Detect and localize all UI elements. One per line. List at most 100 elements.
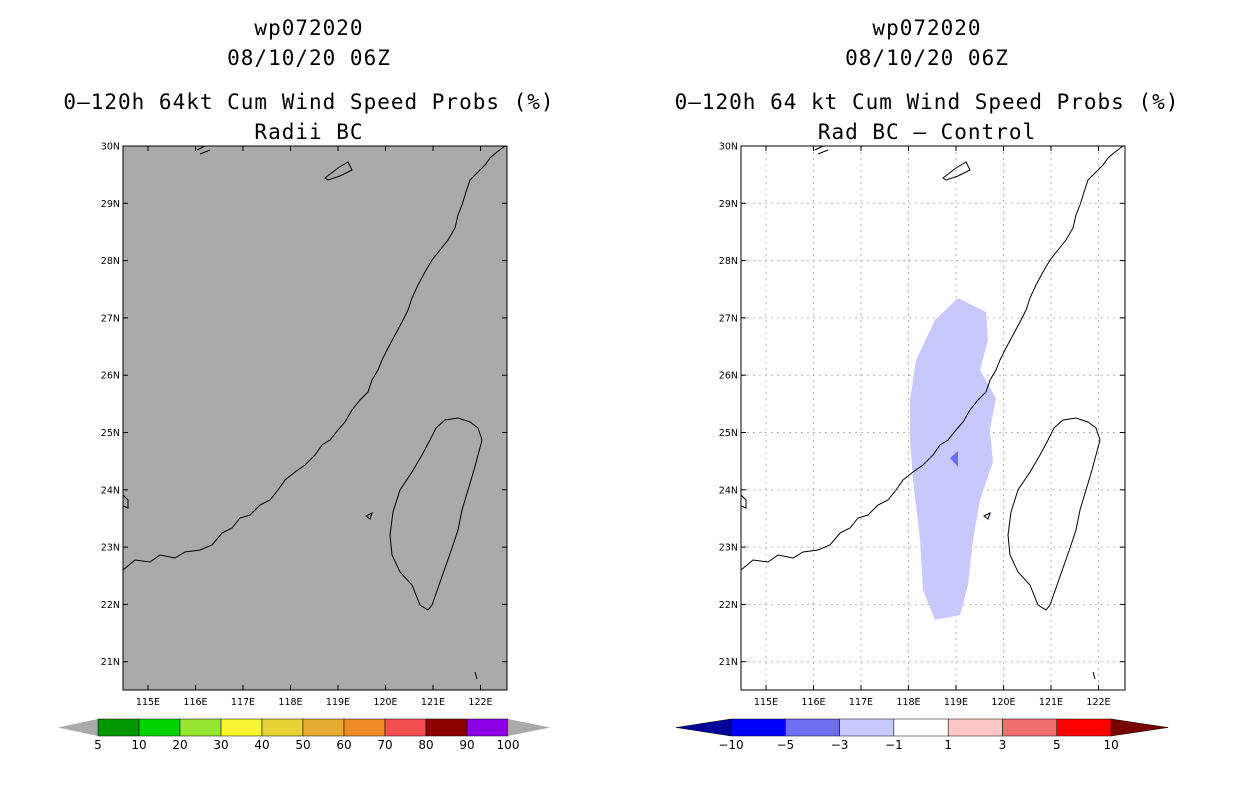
- colorbar-label: 70: [377, 738, 392, 752]
- colorbar-label: −10: [718, 738, 743, 752]
- colorbar-swatch: [1056, 718, 1112, 737]
- lon-label: 115E: [136, 697, 160, 708]
- colorbar-label: 60: [336, 738, 351, 752]
- lon-label: 116E: [801, 697, 825, 708]
- lat-label: 30N: [101, 142, 120, 153]
- lat-label: 28N: [101, 256, 120, 267]
- colorbar-swatch: [384, 718, 427, 737]
- lat-label: 27N: [101, 313, 120, 324]
- longitude-labels: 115E 116E 117E 118E 119E 120E 121E 122E: [136, 146, 493, 708]
- colorbar-swatch: [220, 718, 263, 737]
- colorbar-label: 5: [94, 738, 102, 752]
- colorbar-swatch: [179, 718, 222, 737]
- lon-label: 118E: [896, 697, 920, 708]
- colorbar-label: 1: [944, 738, 952, 752]
- colorbar-label: 3: [999, 738, 1007, 752]
- longitude-labels: 115E 116E 117E 118E 119E 120E 121E 122E: [754, 146, 1111, 708]
- lon-label: 117E: [231, 697, 255, 708]
- colorbar-end-low: [675, 718, 732, 737]
- colorbar-label: 80: [418, 738, 433, 752]
- colorbar-swatch: [839, 718, 895, 737]
- lat-label: 21N: [101, 657, 120, 668]
- lon-label: 119E: [944, 697, 968, 708]
- lat-label: 28N: [719, 256, 738, 267]
- lat-label: 22N: [101, 600, 120, 611]
- lat-label: 25N: [719, 428, 738, 439]
- colorbar-swatch: [261, 718, 304, 737]
- lon-label: 116E: [183, 697, 207, 708]
- lon-label: 121E: [1039, 697, 1063, 708]
- probability-colorbar: 5 10 20 30 40 50 60 70 80 90 100: [58, 718, 550, 752]
- colorbar-swatch: [425, 718, 468, 737]
- lon-label: 122E: [1086, 697, 1110, 708]
- map-frame: [122, 145, 508, 691]
- latitude-labels: 30N 29N 28N 27N 26N 25N 24N 23N 22N 21N: [719, 142, 1125, 668]
- colorbar-label: 90: [459, 738, 474, 752]
- lon-label: 117E: [849, 697, 873, 708]
- lat-label: 24N: [101, 485, 120, 496]
- lat-label: 24N: [719, 485, 738, 496]
- difference-shading-dark: [950, 451, 958, 467]
- lon-label: 119E: [326, 697, 350, 708]
- datetime: 08/10/20 06Z: [845, 46, 1009, 70]
- coastline: [122, 145, 506, 680]
- colorbar-end-high: [1110, 718, 1169, 737]
- colorbar-swatch: [785, 718, 840, 737]
- colorbar-label: −3: [831, 738, 849, 752]
- lat-label: 26N: [101, 371, 120, 382]
- colorbar-swatch: [1002, 718, 1058, 737]
- difference-colorbar: −10 −5 −3 −1 1 3 5 10: [675, 718, 1169, 752]
- datetime: 08/10/20 06Z: [227, 46, 391, 70]
- left-panel: wp072020 08/10/20 06Z 0–120h 64kt Cum Wi…: [58, 16, 555, 752]
- storm-id: wp072020: [254, 16, 364, 40]
- lon-label: 115E: [754, 697, 778, 708]
- lat-label: 30N: [719, 142, 738, 153]
- colorbar-swatch: [730, 718, 786, 737]
- subtitle: Rad BC – Control: [817, 120, 1037, 144]
- lat-label: 22N: [719, 600, 738, 611]
- colorbar-swatch: [138, 718, 181, 737]
- colorbar-swatch: [893, 718, 949, 737]
- colorbar-swatch: [343, 718, 386, 737]
- map-frame: [740, 145, 1126, 691]
- lat-label: 21N: [719, 657, 738, 668]
- product-title: 0–120h 64kt Cum Wind Speed Probs (%): [63, 90, 555, 114]
- colorbar-swatch: [466, 718, 509, 737]
- map-background: [123, 146, 507, 690]
- lat-label: 23N: [719, 543, 738, 554]
- product-title: 0–120h 64 kt Cum Wind Speed Probs (%): [674, 90, 1180, 114]
- colorbar-end-low: [58, 719, 98, 736]
- colorbar-label: 5: [1053, 738, 1061, 752]
- lat-label: 25N: [101, 428, 120, 439]
- colorbar-label: −1: [885, 738, 903, 752]
- lat-label: 29N: [719, 199, 738, 210]
- lat-label: 26N: [719, 371, 738, 382]
- colorbar-label: 10: [131, 738, 146, 752]
- lat-label: 27N: [719, 313, 738, 324]
- lon-label: 120E: [373, 697, 397, 708]
- subtitle: Radii BC: [254, 120, 364, 144]
- colorbar-label: 10: [1103, 738, 1118, 752]
- coastline: [740, 145, 1124, 680]
- colorbar-end-high: [508, 719, 550, 736]
- colorbar-label: −5: [776, 738, 794, 752]
- colorbar-swatch: [947, 718, 1003, 737]
- lon-label: 122E: [468, 697, 492, 708]
- lon-label: 121E: [421, 697, 445, 708]
- colorbar-swatch: [302, 718, 345, 737]
- lon-label: 118E: [278, 697, 302, 708]
- colorbar-label: 30: [213, 738, 228, 752]
- colorbar-label: 100: [497, 738, 520, 752]
- colorbar-swatch: [97, 718, 140, 737]
- lon-label: 120E: [991, 697, 1015, 708]
- lat-label: 23N: [101, 543, 120, 554]
- latitude-labels: 30N 29N 28N 27N 26N 25N 24N 23N 22N 21N: [101, 142, 507, 668]
- storm-id: wp072020: [872, 16, 982, 40]
- colorbar-label: 50: [295, 738, 310, 752]
- right-panel: wp072020 08/10/20 06Z 0–120h 64 kt Cum W…: [618, 0, 1236, 800]
- lat-label: 29N: [101, 199, 120, 210]
- colorbar-label: 20: [172, 738, 187, 752]
- colorbar-label: 40: [254, 738, 269, 752]
